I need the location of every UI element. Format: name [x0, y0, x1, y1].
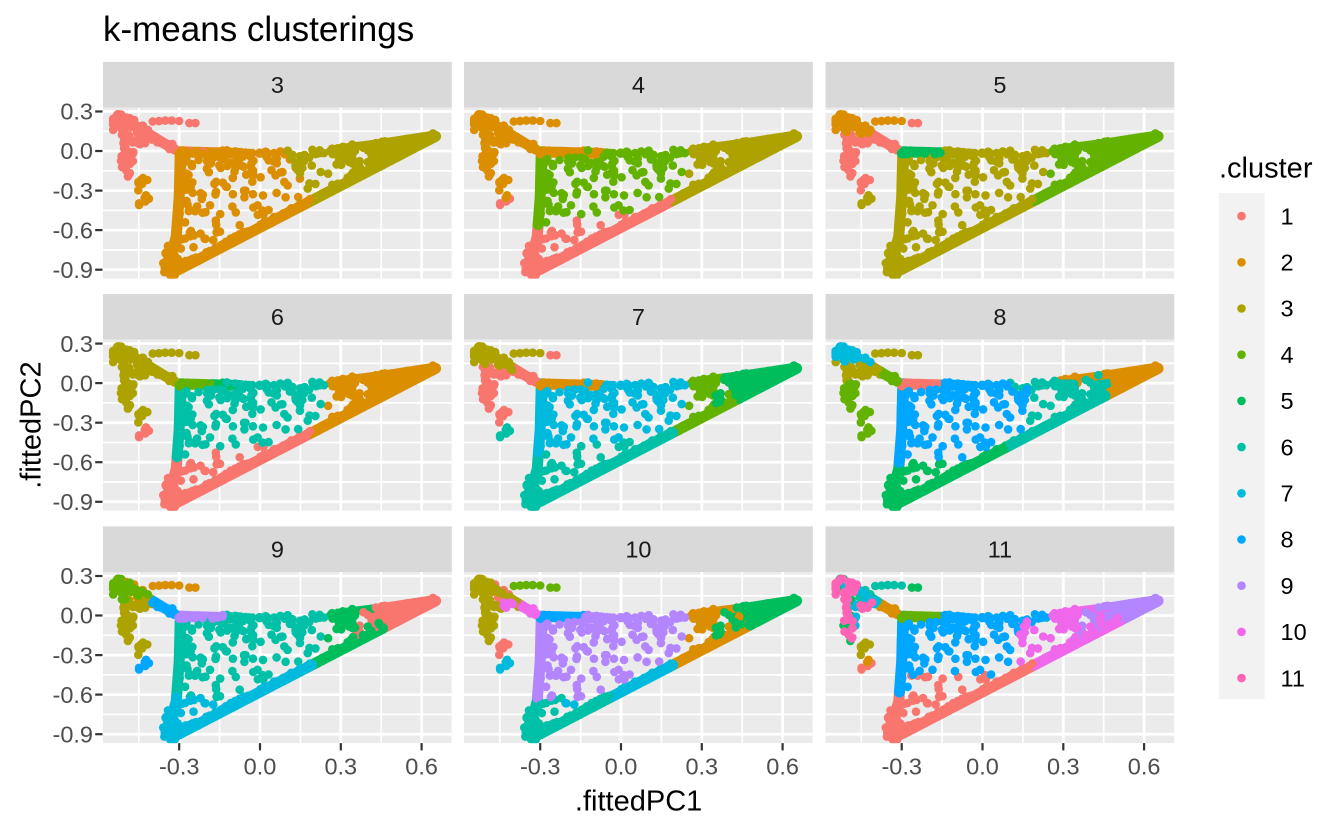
svg-text:0.0: 0.0 — [60, 603, 93, 629]
svg-text:3: 3 — [271, 72, 284, 98]
svg-text:-0.9: -0.9 — [53, 489, 94, 515]
svg-text:7: 7 — [1281, 481, 1294, 507]
svg-text:0.6: 0.6 — [766, 754, 799, 780]
svg-text:0.3: 0.3 — [60, 99, 93, 125]
svg-text:0.6: 0.6 — [1128, 754, 1161, 780]
svg-text:11: 11 — [988, 537, 1012, 563]
svg-text:7: 7 — [632, 304, 645, 330]
svg-text:3: 3 — [1281, 296, 1294, 322]
svg-text:8: 8 — [1281, 527, 1294, 553]
svg-text:-0.3: -0.3 — [520, 754, 561, 780]
svg-text:0.3: 0.3 — [685, 754, 718, 780]
svg-text:-0.6: -0.6 — [53, 449, 94, 475]
svg-text:9: 9 — [271, 537, 284, 563]
svg-text:-0.9: -0.9 — [53, 257, 94, 283]
svg-text:0.3: 0.3 — [60, 331, 93, 357]
svg-text:11: 11 — [1281, 665, 1305, 691]
svg-text:0.0: 0.0 — [60, 138, 93, 164]
svg-text:0.3: 0.3 — [60, 563, 93, 589]
svg-text:-0.6: -0.6 — [53, 682, 94, 708]
svg-text:6: 6 — [1281, 434, 1294, 460]
svg-text:-0.6: -0.6 — [53, 217, 94, 243]
svg-text:0.0: 0.0 — [244, 754, 277, 780]
svg-text:k-means clusterings: k-means clusterings — [103, 10, 414, 49]
svg-text:0.0: 0.0 — [60, 370, 93, 396]
svg-text:0.3: 0.3 — [1047, 754, 1080, 780]
svg-text:9: 9 — [1281, 573, 1294, 599]
svg-text:-0.9: -0.9 — [53, 721, 94, 747]
svg-text:.cluster: .cluster — [1219, 153, 1313, 185]
svg-text:5: 5 — [993, 72, 1006, 98]
svg-text:1: 1 — [1281, 203, 1294, 229]
svg-text:10: 10 — [625, 537, 651, 563]
svg-text:-0.3: -0.3 — [159, 754, 200, 780]
svg-text:6: 6 — [271, 304, 284, 330]
svg-text:-0.3: -0.3 — [53, 642, 94, 668]
svg-text:10: 10 — [1281, 619, 1307, 645]
svg-text:5: 5 — [1281, 388, 1294, 414]
svg-text:4: 4 — [632, 72, 645, 98]
svg-text:.fittedPC1: .fittedPC1 — [575, 785, 702, 817]
svg-text:0.6: 0.6 — [405, 754, 438, 780]
svg-text:0.0: 0.0 — [966, 754, 999, 780]
svg-text:2: 2 — [1281, 250, 1294, 276]
svg-text:0.3: 0.3 — [324, 754, 357, 780]
svg-text:8: 8 — [993, 304, 1006, 330]
svg-text:-0.3: -0.3 — [53, 410, 94, 436]
svg-text:.fittedPC2: .fittedPC2 — [16, 361, 48, 488]
svg-text:4: 4 — [1281, 342, 1294, 368]
svg-text:0.0: 0.0 — [605, 754, 638, 780]
svg-text:-0.3: -0.3 — [53, 178, 94, 204]
svg-text:-0.3: -0.3 — [881, 754, 922, 780]
